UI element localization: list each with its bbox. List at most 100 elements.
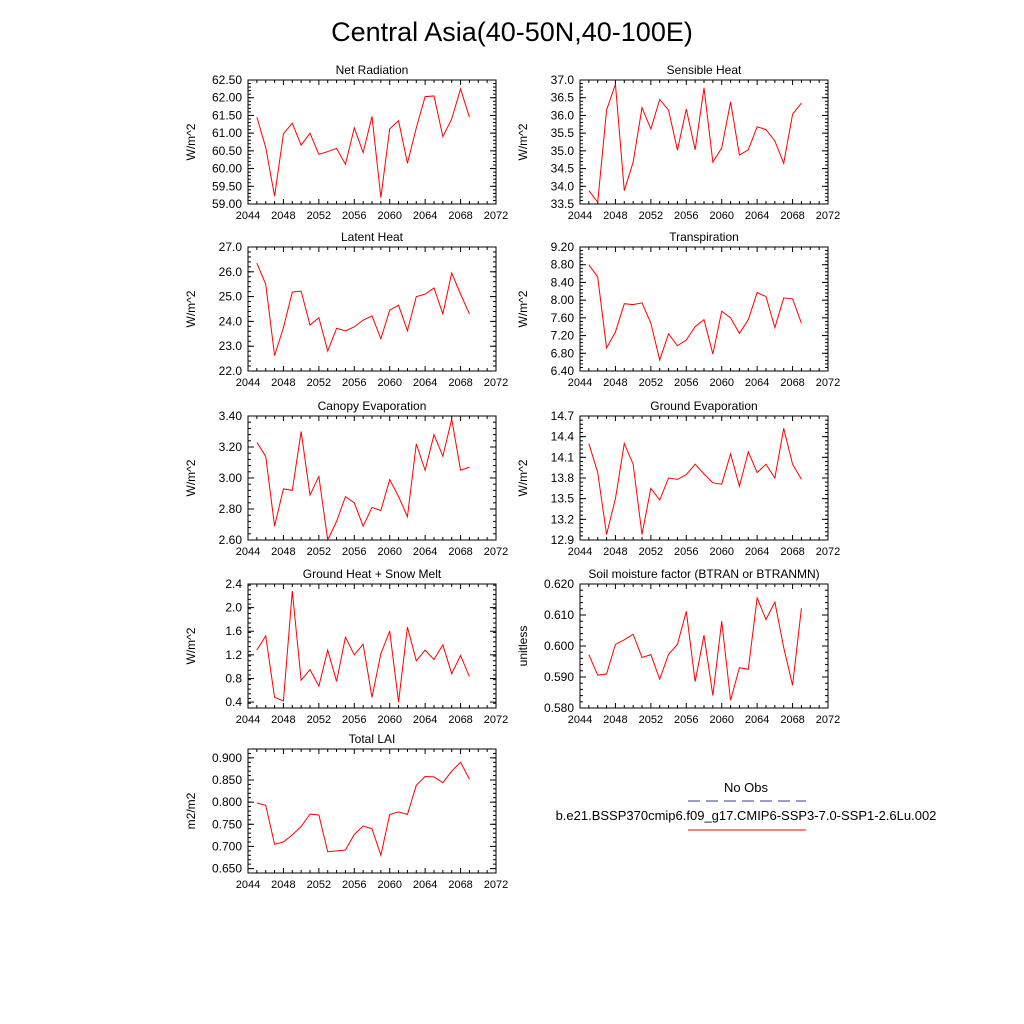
y-tick-label: 1.2 [225, 648, 242, 662]
y-tick-label: 2.4 [225, 577, 242, 591]
x-tick-label: 2060 [709, 210, 733, 222]
x-tick-label: 2068 [780, 714, 804, 726]
x-tick-label: 2052 [639, 714, 663, 726]
x-tick-label: 2048 [271, 714, 295, 726]
panel-title: Sensible Heat [667, 63, 742, 77]
y-tick-label: 2.80 [219, 502, 243, 516]
y-axis-label: W/m^2 [184, 290, 198, 327]
x-tick-label: 2060 [377, 210, 401, 222]
x-tick-label: 2044 [236, 879, 260, 891]
x-tick-label: 2068 [780, 546, 804, 558]
x-tick-label: 2072 [484, 879, 508, 891]
y-tick-label: 0.580 [544, 701, 574, 715]
x-tick-label: 2060 [377, 879, 401, 891]
x-tick-label: 2048 [271, 210, 295, 222]
x-tick-label: 2048 [271, 377, 295, 389]
x-tick-label: 2048 [603, 377, 627, 389]
panel-title: Net Radiation [336, 63, 409, 77]
y-tick-label: 14.7 [551, 409, 575, 423]
y-tick-label: 23.0 [219, 339, 243, 353]
series-line [588, 595, 802, 701]
x-tick-label: 2044 [568, 210, 592, 222]
panel-soil-moisture-factor-btran-or-btranmn: 2044 2048 2052 2056 2060 2064 2068 2072 0.580 0.5… [516, 567, 840, 726]
y-tick-label: 3.40 [219, 409, 243, 423]
x-tick-label: 2044 [236, 210, 260, 222]
x-tick-label: 2052 [639, 546, 663, 558]
x-tick-label: 2068 [448, 377, 472, 389]
y-tick-label: 0.620 [544, 577, 574, 591]
y-tick-label: 2.0 [225, 601, 242, 615]
x-tick-label: 2052 [307, 210, 331, 222]
plot-frame [579, 246, 829, 372]
x-tick-label: 2052 [639, 377, 663, 389]
x-tick-label: 2056 [674, 377, 698, 389]
x-tick-label: 2048 [603, 546, 627, 558]
x-tick-label: 2072 [484, 377, 508, 389]
panel-title: Latent Heat [341, 230, 404, 244]
x-tick-label: 2052 [639, 210, 663, 222]
x-tick-label: 2048 [603, 714, 627, 726]
y-axis-label: W/m^2 [516, 290, 530, 327]
x-tick-label: 2048 [271, 879, 295, 891]
y-tick-label: 8.40 [551, 275, 575, 289]
x-tick-label: 2068 [448, 546, 472, 558]
x-tick-label: 2068 [448, 879, 472, 891]
y-axis-label: W/m^2 [184, 459, 198, 496]
panel-title: Transpiration [669, 230, 739, 244]
y-tick-label: 6.40 [551, 364, 575, 378]
plot-frame [579, 583, 829, 709]
y-tick-label: 14.4 [551, 430, 575, 444]
series-line [256, 418, 470, 542]
y-tick-label: 22.0 [219, 364, 243, 378]
x-tick-label: 2044 [568, 714, 592, 726]
x-tick-label: 2068 [780, 210, 804, 222]
plot-frame [579, 415, 829, 541]
y-tick-label: 0.590 [544, 670, 574, 684]
y-tick-label: 13.5 [551, 492, 575, 506]
y-tick-label: 9.20 [551, 240, 575, 254]
y-axis-label: m2/m2 [184, 792, 198, 829]
y-tick-label: 3.00 [219, 471, 243, 485]
panel-sensible-heat: 2044 2048 2052 2056 2060 2064 2068 2072 33.5 34.0… [516, 63, 840, 222]
y-tick-label: 14.1 [551, 450, 575, 464]
y-tick-label: 61.00 [212, 126, 242, 140]
x-tick-label: 2072 [816, 377, 840, 389]
panel-canopy-evaporation: 2044 2048 2052 2056 2060 2064 2068 2072 2.60 2.80… [184, 399, 508, 558]
x-tick-label: 2072 [484, 210, 508, 222]
series-line [256, 591, 470, 703]
series-line [588, 264, 802, 362]
x-tick-label: 2064 [413, 879, 437, 891]
x-tick-label: 2044 [236, 546, 260, 558]
y-tick-label: 59.50 [212, 179, 242, 193]
y-tick-label: 0.750 [212, 817, 242, 831]
x-tick-label: 2064 [745, 377, 769, 389]
x-tick-label: 2064 [413, 546, 437, 558]
y-tick-label: 2.60 [219, 533, 243, 547]
series-line [256, 761, 470, 858]
x-tick-label: 2056 [674, 714, 698, 726]
y-axis-label: W/m^2 [516, 123, 530, 160]
panel-latent-heat: 2044 2048 2052 2056 2060 2064 2068 2072 22.0 23.0… [184, 230, 508, 389]
panel-title: Soil moisture factor (BTRAN or BTRANMN) [588, 567, 819, 581]
y-tick-label: 12.9 [551, 533, 575, 547]
x-tick-label: 2056 [342, 377, 366, 389]
y-tick-label: 0.610 [544, 608, 574, 622]
y-tick-label: 0.8 [225, 671, 242, 685]
panel-ground-heat-snow-melt: 2044 2048 2052 2056 2060 2064 2068 2072 0.4 0.8 1.… [184, 567, 508, 726]
y-tick-label: 37.0 [551, 73, 575, 87]
x-tick-label: 2060 [709, 546, 733, 558]
y-tick-label: 7.60 [551, 311, 575, 325]
legend-label-model: b.e21.BSSP370cmip6.f09_g17.CMIP6-SSP3-7.… [556, 808, 937, 823]
panel-title: Ground Heat + Snow Melt [303, 567, 442, 581]
x-tick-label: 2068 [448, 714, 472, 726]
x-tick-label: 2072 [484, 546, 508, 558]
y-tick-label: 13.8 [551, 471, 575, 485]
y-tick-label: 13.2 [551, 512, 575, 526]
panels-group: 2044 2048 2052 2056 2060 2064 2068 2072 59.00 59.… [184, 63, 840, 891]
y-axis-label: W/m^2 [184, 123, 198, 160]
series-line [256, 87, 470, 198]
x-tick-label: 2056 [342, 210, 366, 222]
legend-label-no-obs: No Obs [724, 780, 769, 795]
x-tick-label: 2060 [377, 546, 401, 558]
